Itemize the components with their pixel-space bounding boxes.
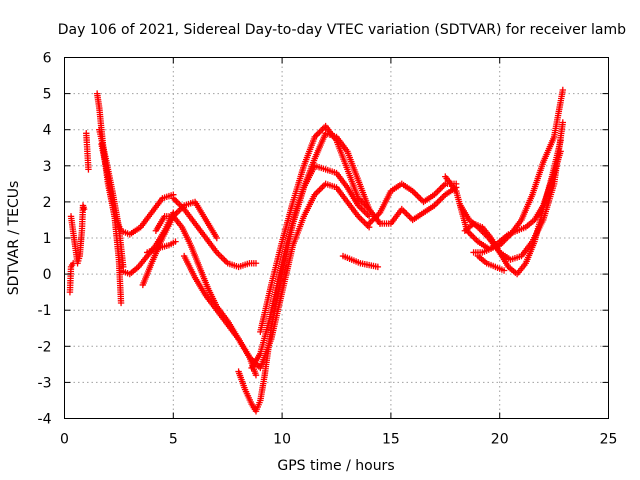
x-tick-label: 10 [273,432,291,448]
data-point [435,186,443,194]
y-tick-label: -2 [38,339,52,355]
series-track-b [66,260,77,296]
data-point [213,234,221,242]
data-point [85,166,92,173]
data-point [500,267,508,274]
data-point [172,238,179,245]
series-track-o [257,122,373,336]
data-point [365,205,373,213]
data-point [440,182,447,189]
data-point [320,182,328,189]
chart-title: Day 106 of 2021, Sidereal Day-to-day VTE… [58,22,626,38]
y-tick-label: -3 [38,375,52,391]
data-point [316,186,323,194]
series-track-e [96,126,127,271]
data-point [117,299,125,307]
data-point [358,216,365,223]
data-point [559,119,567,126]
data-point [319,125,326,133]
data-point [314,130,322,138]
data-point [437,185,444,192]
data-point [403,210,410,217]
data-point [415,194,423,201]
data-point [221,256,228,264]
data-points [66,86,567,415]
series-track-j [170,195,260,271]
data-point [468,232,475,239]
data-point [471,235,479,242]
x-axis-label: GPS time / hours [277,458,394,474]
data-point [434,188,441,195]
data-point [356,214,364,222]
data-point [365,213,373,220]
series-track-l [180,180,373,372]
grid [64,57,609,419]
data-point [80,205,88,213]
data-point [252,260,260,267]
data-point [252,371,260,379]
data-point [173,198,180,205]
data-point [557,137,564,144]
data-point [218,253,225,261]
x-tick-label: 5 [169,432,178,448]
series-track-k [143,238,179,256]
axis-ticks [64,57,609,419]
data-point [438,183,446,191]
y-tick-labels: -4 -3 -2 -1 0 1 2 3 4 5 6 [38,51,52,428]
x-tick-labels: 0 5 10 15 20 25 [60,432,617,448]
data-point [314,188,322,195]
data-point [70,260,77,267]
data-point [219,255,227,262]
data-point [438,194,446,201]
x-tick-label: 25 [600,432,618,448]
y-tick-label: 5 [43,87,52,103]
x-tick-label: 20 [491,432,509,448]
y-axis-label: SDTVAR / TECUs [6,181,22,296]
data-point [412,190,419,198]
data-point [435,197,443,205]
y-tick-label: -4 [38,412,52,428]
data-point [216,252,224,259]
data-point [174,208,182,215]
data-point [361,219,368,226]
series-track-p [339,252,382,271]
x-tick-label: 0 [60,432,69,448]
series-track-v [461,137,564,278]
x-tick-label: 15 [382,432,400,448]
series-track-r [376,184,460,227]
y-tick-label: -1 [38,303,52,319]
y-tick-label: 2 [43,195,52,211]
series-track-s [442,86,567,253]
series-track-f [98,140,125,307]
series-track-w [474,252,508,274]
y-tick-label: 6 [43,51,52,67]
data-point [559,86,567,94]
data-point [404,212,412,219]
data-point [470,233,477,241]
data-point [401,209,409,216]
y-tick-label: 1 [43,231,52,247]
y-tick-label: 0 [43,267,52,283]
data-point [174,199,182,207]
data-point [215,250,222,258]
data-point [359,217,367,225]
y-tick-label: 4 [43,123,52,139]
data-point [374,263,382,271]
data-point [414,192,421,199]
series-track-c [83,130,92,173]
data-point [466,230,474,238]
y-tick-label: 3 [43,159,52,175]
data-point [434,199,441,206]
data-point [317,185,325,192]
series-track-a [67,202,88,267]
